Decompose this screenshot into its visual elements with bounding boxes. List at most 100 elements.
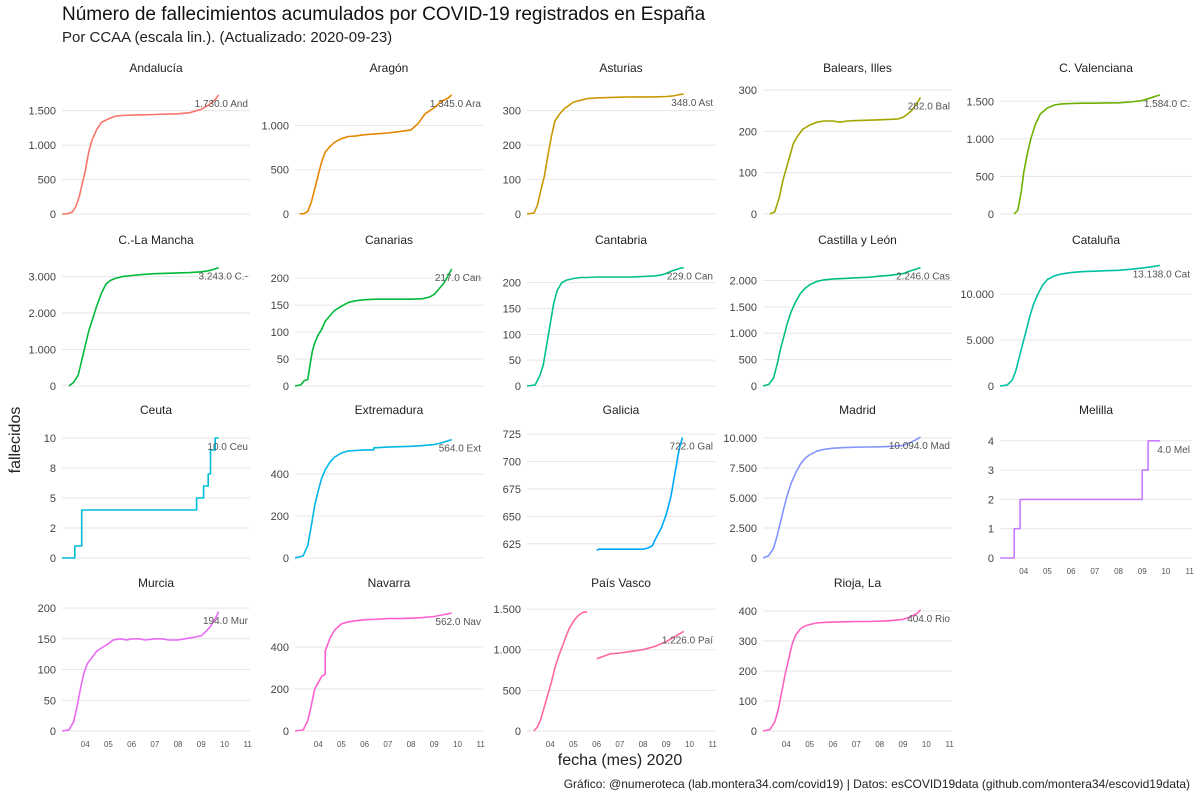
panel-title: Canarias <box>365 233 413 247</box>
end-value-label: 722.0 Gal <box>670 441 713 452</box>
panel-title: Navarra <box>368 576 411 590</box>
panel-9: Cataluña 0 5.000 10.000 13.138.0 Cat <box>960 233 1192 393</box>
series-line <box>596 437 684 552</box>
y-tick-label: 400 <box>271 469 289 481</box>
panel-11: Extremadura 0 200 400 564.0 Ext <box>271 403 483 565</box>
panel-title: Andalucía <box>129 61 183 75</box>
series-line <box>294 612 452 732</box>
y-tick-label: 3.000 <box>28 272 56 284</box>
x-tick-label: 06 <box>127 740 136 749</box>
end-value-label: 3.243.0 C.- <box>199 272 248 283</box>
y-tick-label: 0 <box>283 726 289 738</box>
y-tick-label: 1.000 <box>493 645 521 657</box>
y-tick-label: 0 <box>988 553 994 565</box>
x-tick-label: 11 <box>1185 567 1194 576</box>
y-tick-label: 0 <box>751 553 757 565</box>
x-tick-label: 10 <box>685 740 694 749</box>
x-tick-label: 04 <box>314 740 323 749</box>
y-tick-label: 0 <box>283 209 289 221</box>
y-tick-label: 200 <box>271 511 289 523</box>
panel-title: País Vasco <box>591 576 651 590</box>
y-tick-label: 0 <box>50 381 56 393</box>
panel-title: Castilla y León <box>818 233 897 247</box>
x-tick-label: 10 <box>922 740 931 749</box>
panel-title: C.-La Mancha <box>118 233 194 247</box>
y-tick-label: 0 <box>988 381 994 393</box>
end-value-label: 10.094.0 Mad <box>889 441 950 452</box>
x-tick-label: 08 <box>1114 567 1123 576</box>
y-tick-label: 5 <box>50 493 56 505</box>
y-tick-label: 500 <box>271 165 289 177</box>
y-tick-label: 50 <box>44 695 56 707</box>
y-tick-label: 2.500 <box>729 523 757 535</box>
y-tick-label: 0 <box>283 381 289 393</box>
end-value-label: 4.0 Mel <box>1157 445 1190 456</box>
panel-title: Aragón <box>370 61 409 75</box>
y-tick-label: 8 <box>50 463 56 475</box>
x-tick-label: 06 <box>829 740 838 749</box>
panel-4: C. Valenciana 0 500 1.000 1.500 1.584.0 C. <box>966 61 1192 221</box>
y-tick-label: 0 <box>50 553 56 565</box>
y-tick-label: 7.500 <box>729 463 757 475</box>
x-tick-label: 05 <box>1043 567 1052 576</box>
end-value-label: 194.0 Mur <box>203 616 249 627</box>
panel-15: Murcia 0 50 100 150 200 04 05 06 07 08 09 10 11 194.0 … <box>38 576 253 749</box>
y-tick-label: 100 <box>739 168 757 180</box>
x-tick-label: 04 <box>1019 567 1028 576</box>
y-tick-label: 2.000 <box>729 275 757 287</box>
y-tick-label: 0 <box>751 381 757 393</box>
series-line <box>596 630 685 660</box>
y-tick-label: 400 <box>271 642 289 654</box>
series-line <box>61 611 220 732</box>
y-tick-label: 0 <box>515 209 521 221</box>
y-tick-label: 1.500 <box>729 302 757 314</box>
panel-title: Murcia <box>138 576 174 590</box>
y-tick-label: 10.000 <box>723 433 757 445</box>
y-tick-label: 200 <box>739 666 757 678</box>
end-value-label: 217.0 Can <box>435 273 481 284</box>
y-tick-label: 0 <box>751 726 757 738</box>
x-tick-label: 08 <box>639 740 648 749</box>
x-tick-label: 07 <box>150 740 159 749</box>
y-tick-label: 50 <box>277 354 289 366</box>
panel-title: Asturias <box>599 61 642 75</box>
panel-title: Rioja, La <box>834 576 882 590</box>
x-tick-label: 11 <box>477 740 486 749</box>
panel-title: Balears, Illes <box>823 61 892 75</box>
x-tick-label: 07 <box>852 740 861 749</box>
end-value-label: 1.345.0 Ara <box>430 99 482 110</box>
panel-2: Asturias 0 100 200 300 348.0 Ast <box>503 61 715 221</box>
series-line <box>762 266 921 387</box>
y-tick-label: 1.000 <box>729 328 757 340</box>
series-line <box>533 611 588 732</box>
panel-6: Canarias 0 50 100 150 200 217.0 Can <box>271 233 483 393</box>
x-tick-label: 11 <box>946 740 955 749</box>
end-value-label: 348.0 Ast <box>671 98 713 109</box>
panel-13: Madrid 0 2.500 5.000 7.500 10.000 10.094.0 Mad <box>723 403 952 565</box>
y-tick-label: 100 <box>38 665 56 677</box>
y-tick-label: 200 <box>503 278 521 290</box>
x-tick-label: 10 <box>220 740 229 749</box>
x-tick-label: 05 <box>569 740 578 749</box>
series-line <box>294 438 452 559</box>
y-tick-label: 200 <box>38 603 56 615</box>
panel-5: C.-La Mancha 0 1.000 2.000 3.000 3.243.0 C.- <box>28 233 250 393</box>
y-tick-label: 0 <box>988 209 994 221</box>
end-value-label: 13.138.0 Cat <box>1133 269 1190 280</box>
x-tick-label: 07 <box>615 740 624 749</box>
chart-caption: Gráfico: @numeroteca (lab.montera34.com/… <box>563 777 1190 791</box>
series-line <box>762 609 922 732</box>
panel-17: País Vasco 0 500 1.000 1.500 04 05 06 07 08 09 10 11… <box>493 576 717 749</box>
series-line <box>294 268 453 387</box>
y-tick-label: 0 <box>50 209 56 221</box>
x-tick-label: 04 <box>81 740 90 749</box>
y-tick-label: 725 <box>503 429 521 441</box>
panel-title: Melilla <box>1079 403 1113 417</box>
y-tick-label: 0 <box>283 553 289 565</box>
y-tick-label: 100 <box>503 175 521 187</box>
y-tick-label: 500 <box>739 355 757 367</box>
chart-title: Número de fallecimientos acumulados por … <box>62 4 706 25</box>
x-tick-label: 06 <box>1067 567 1076 576</box>
x-tick-label: 11 <box>709 740 718 749</box>
y-tick-label: 4 <box>988 436 994 448</box>
